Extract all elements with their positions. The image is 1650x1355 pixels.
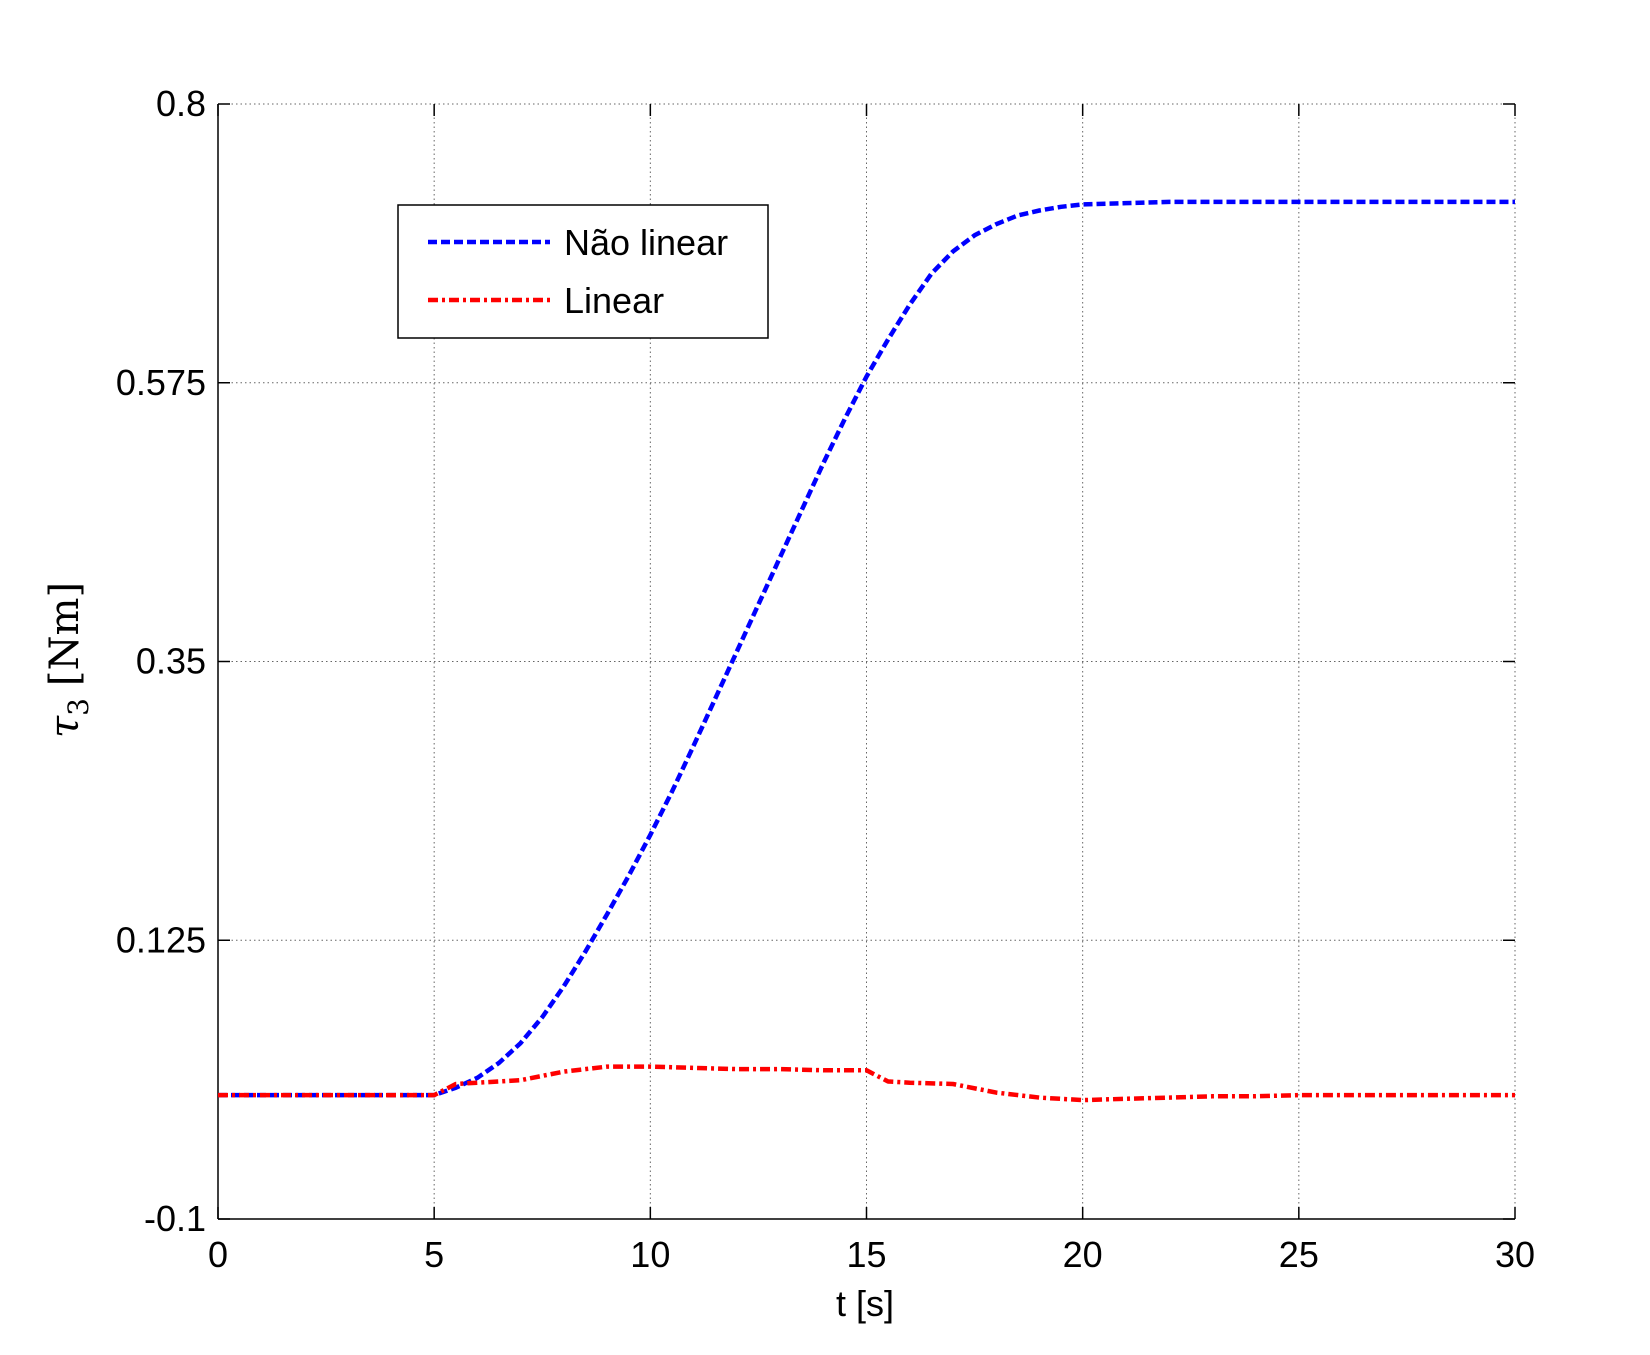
legend-box [397,204,769,339]
legend: Não linear Linear [397,204,769,339]
x-axis-label: t [s] [836,1283,894,1324]
series-layer [218,199,1515,1103]
y-tick-label: 0.125 [116,919,206,960]
y-axis-label-unit: [Nm] [42,582,88,686]
tick-labels: 0 5 10 15 20 25 30 -0.1 0.125 0.35 0.575 0.8 [116,83,1535,1275]
y-axis-label-subscript: 3 [62,698,95,716]
y-axis-label: τ3 [Nm] [42,582,95,738]
legend-label-nao-linear: Não linear [564,222,728,263]
x-tick-label: 5 [424,1234,444,1275]
x-tick-label: 0 [208,1234,228,1275]
legend-label-linear: Linear [564,280,664,321]
x-tick-label: 15 [846,1234,886,1275]
y-tick-label: 0.8 [156,83,206,124]
series-line-nao-linear [218,199,1515,1098]
x-tick-label: 25 [1279,1234,1319,1275]
x-tick-label: 10 [630,1234,670,1275]
x-tick-label: 20 [1063,1234,1103,1275]
y-tick-label: 0.35 [136,641,206,682]
y-axis-label-symbol: τ [42,715,88,738]
x-tick-label: 30 [1495,1234,1535,1275]
y-tick-label: 0.575 [116,362,206,403]
axes [217,103,1516,1220]
series-line-linear [218,1064,1515,1103]
y-tick-label: -0.1 [144,1198,206,1239]
